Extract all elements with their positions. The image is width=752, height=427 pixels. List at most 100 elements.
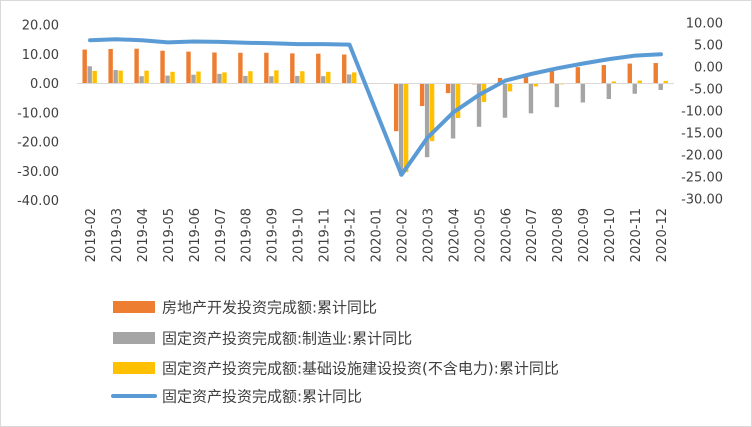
- bar: [502, 83, 508, 118]
- bar: [269, 76, 274, 84]
- bar: [497, 77, 503, 84]
- x-axis-tick-label: 2020-09: [577, 208, 592, 262]
- x-axis-tick-label: 2019-11: [318, 208, 333, 262]
- x-axis-tick-label: 2020-11: [629, 208, 644, 262]
- right-axis-tick-label: -30.00: [681, 193, 723, 208]
- legend: 房地产开发投资完成额:累计同比固定资产投资完成额:制造业:累计同比固定资产投资完…: [111, 299, 559, 406]
- bars-layer: [82, 48, 668, 176]
- right-axis-tick-label: 5.00: [694, 39, 723, 54]
- axis-layer: 20.00 10.00 0.00 -10.00 -20.00 -30.00 -40.00 10…: [17, 17, 723, 263]
- left-axis-tick-label: 10.00: [22, 48, 59, 63]
- bar: [424, 83, 430, 158]
- bar: [139, 76, 144, 84]
- x-axis-tick-label: 2020-07: [525, 208, 540, 262]
- bar: [352, 72, 357, 84]
- bar: [455, 83, 461, 119]
- bar: [196, 71, 201, 84]
- x-axis-tick-label: 2019-05: [162, 208, 177, 262]
- bar: [212, 52, 217, 84]
- x-axis-tick-label: 2019-06: [188, 208, 203, 262]
- bar: [87, 66, 92, 84]
- bar: [611, 81, 617, 84]
- bar: [165, 75, 170, 84]
- bar: [606, 83, 612, 100]
- right-axis-tick-label: -5.00: [689, 83, 723, 98]
- bar: [274, 70, 279, 84]
- bar: [528, 83, 534, 114]
- bar: [403, 83, 409, 173]
- bar: [533, 83, 539, 87]
- series-line: [88, 37, 663, 177]
- line-layer: [88, 37, 663, 177]
- bar: [217, 73, 222, 84]
- bar: [82, 49, 87, 84]
- x-axis-tick-label: 2019-07: [214, 208, 229, 262]
- bar: [238, 52, 243, 84]
- bar: [419, 83, 425, 107]
- left-axis-tick-label: 20.00: [22, 19, 59, 34]
- left-axis-tick-label: -40.00: [17, 194, 59, 209]
- bar: [295, 75, 300, 84]
- bar: [113, 70, 118, 84]
- bar: [347, 74, 352, 84]
- legend-label: 固定资产投资完成额:累计同比: [162, 388, 362, 406]
- x-axis-tick-label: 2019-08: [240, 208, 255, 262]
- bar: [160, 50, 165, 84]
- x-axis-tick-label: 2020-06: [499, 208, 514, 262]
- right-axis-tick-label: -25.00: [681, 171, 723, 186]
- bar: [445, 83, 451, 94]
- x-axis-tick-label: 2020-03: [421, 208, 436, 262]
- bar: [627, 63, 632, 84]
- bar: [134, 48, 139, 84]
- bar: [316, 53, 321, 84]
- bar: [658, 83, 663, 90]
- bar: [523, 73, 529, 84]
- left-axis-tick-label: -10.00: [17, 106, 59, 121]
- x-axis-tick-label: 2020-12: [655, 208, 670, 262]
- bar: [575, 67, 581, 84]
- left-axis-tick-label: 0.00: [30, 77, 59, 92]
- bar: [248, 71, 253, 84]
- bar: [326, 71, 331, 84]
- bar: [632, 83, 637, 94]
- bar: [601, 65, 607, 84]
- bar: [342, 54, 347, 84]
- bar: [118, 70, 123, 84]
- right-axis-tick-label: -10.00: [681, 105, 723, 120]
- legend-label: 固定资产投资完成额:制造业:累计同比: [162, 330, 412, 348]
- x-axis-tick-label: 2020-10: [603, 208, 618, 262]
- bar: [243, 75, 248, 84]
- x-axis-tick-label: 2019-09: [266, 208, 281, 262]
- right-axis-tick-label: -15.00: [681, 127, 723, 142]
- bar: [186, 51, 191, 84]
- x-axis-tick-label: 2020-08: [551, 208, 566, 262]
- x-axis-tick-label: 2019-03: [110, 208, 125, 262]
- bar: [554, 83, 560, 108]
- x-axis-tick-label: 2020-05: [473, 208, 488, 262]
- legend-label: 房地产开发投资完成额:累计同比: [162, 299, 377, 317]
- right-axis-tick-label: 0.00: [694, 61, 723, 76]
- bar: [549, 70, 555, 84]
- bar: [170, 71, 175, 84]
- x-axis-tick-label: 2020-02: [395, 208, 410, 262]
- bar: [222, 72, 227, 84]
- bar: [507, 83, 513, 92]
- x-axis-tick-label: 2020-04: [447, 208, 462, 262]
- bar: [144, 70, 149, 84]
- bar: [290, 53, 295, 84]
- right-axis-tick-label: -20.00: [681, 149, 723, 164]
- x-axis-tick-label: 2019-10: [292, 208, 307, 262]
- legend-swatch: [113, 301, 155, 313]
- bar: [321, 76, 326, 84]
- bar: [429, 83, 435, 142]
- bar: [663, 80, 668, 84]
- bar: [191, 74, 196, 84]
- left-axis-tick-label: -30.00: [17, 165, 59, 180]
- bar: [653, 63, 658, 84]
- bar: [264, 52, 269, 84]
- bar: [580, 83, 586, 103]
- legend-label: 固定资产投资完成额:基础设施建设投资(不含电力):累计同比: [162, 360, 559, 378]
- left-axis-tick-label: -20.00: [17, 136, 59, 151]
